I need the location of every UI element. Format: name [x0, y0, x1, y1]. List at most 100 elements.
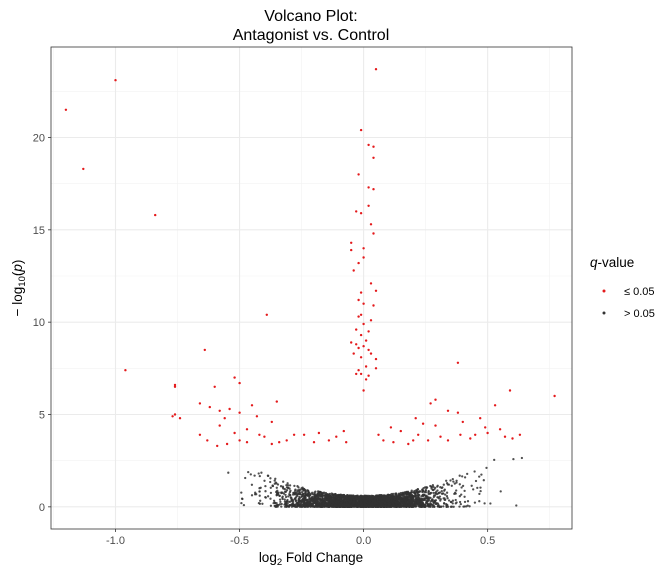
point-significant [459, 433, 462, 436]
point-not-significant [379, 503, 383, 506]
point-not-significant [468, 505, 471, 508]
point-not-significant [286, 502, 289, 505]
point-not-significant [278, 494, 281, 498]
point-not-significant [442, 492, 445, 495]
point-significant [369, 223, 373, 226]
point-not-significant [355, 502, 358, 505]
point-not-significant [450, 484, 453, 487]
point-significant [285, 439, 288, 442]
point-not-significant [461, 475, 464, 478]
point-significant [154, 213, 157, 217]
point-significant [357, 298, 360, 302]
point-significant [250, 404, 254, 407]
point-not-significant [275, 501, 278, 505]
point-not-significant [296, 503, 299, 506]
point-not-significant [341, 503, 344, 507]
point-significant [225, 442, 229, 446]
point-not-significant [447, 499, 451, 502]
point-not-significant [336, 498, 340, 501]
point-not-significant [348, 494, 351, 497]
point-not-significant [275, 490, 278, 494]
y-axis-ticks: 0 5 10 15 20 [33, 132, 51, 514]
point-not-significant [287, 505, 290, 508]
point-not-significant [240, 497, 244, 500]
point-not-significant [330, 504, 334, 507]
point-significant [238, 439, 241, 442]
point-not-significant [332, 493, 336, 496]
point-not-significant [458, 500, 462, 504]
point-not-significant [458, 505, 461, 508]
point-not-significant [395, 505, 399, 508]
point-significant [372, 232, 375, 235]
point-not-significant [478, 500, 481, 503]
point-not-significant [489, 502, 492, 505]
point-not-significant [399, 499, 402, 502]
point-not-significant [413, 492, 417, 495]
point-not-significant [353, 500, 356, 504]
point-not-significant [273, 501, 276, 504]
point-not-significant [296, 505, 299, 508]
point-significant [407, 442, 410, 446]
point-significant [355, 372, 358, 376]
point-not-significant [313, 505, 316, 508]
point-not-significant [242, 503, 246, 507]
point-not-significant [403, 503, 406, 507]
point-not-significant [418, 500, 422, 503]
point-not-significant [261, 502, 264, 505]
point-significant [456, 361, 460, 364]
point-not-significant [400, 505, 403, 508]
point-significant [238, 381, 241, 385]
point-significant [461, 420, 464, 424]
point-not-significant [429, 484, 432, 488]
point-not-significant [364, 499, 367, 503]
point-not-significant [417, 501, 420, 504]
point-not-significant [389, 500, 393, 503]
point-not-significant [352, 494, 355, 497]
point-not-significant [405, 503, 408, 506]
point-significant [421, 422, 425, 425]
point-not-significant [414, 501, 417, 504]
point-significant [302, 433, 306, 436]
point-not-significant [280, 502, 283, 506]
point-not-significant [285, 489, 289, 492]
point-significant [374, 367, 378, 370]
point-not-significant [394, 501, 398, 505]
point-significant [446, 409, 450, 412]
point-significant [367, 348, 370, 352]
point-not-significant [442, 505, 445, 508]
point-significant [216, 444, 219, 448]
point-not-significant [258, 494, 261, 497]
point-not-significant [337, 500, 340, 503]
point-not-significant [302, 498, 305, 501]
legend-title: q-value [590, 255, 634, 270]
point-significant [498, 428, 502, 431]
point-not-significant [363, 502, 367, 505]
point-significant [173, 385, 177, 388]
point-not-significant [434, 492, 437, 495]
point-not-significant [315, 494, 319, 497]
point-not-significant [258, 474, 261, 478]
point-not-significant [282, 480, 285, 483]
point-not-significant [273, 479, 276, 482]
point-not-significant [415, 497, 418, 500]
point-not-significant [402, 492, 405, 496]
point-not-significant [422, 498, 425, 502]
panel-border [50, 46, 573, 530]
point-significant [327, 439, 331, 442]
point-not-significant [339, 497, 342, 500]
point-not-significant [327, 493, 331, 496]
point-not-significant [299, 488, 302, 491]
x-axis-ticks: -1.0 -0.5 0.0 0.5 [106, 529, 495, 547]
point-not-significant [253, 474, 256, 477]
point-significant [362, 345, 365, 348]
point-not-significant [384, 505, 387, 508]
point-not-significant [353, 505, 357, 508]
point-significant [357, 315, 360, 318]
point-not-significant [264, 490, 267, 493]
point-not-significant [421, 494, 424, 497]
point-not-significant [258, 490, 261, 493]
point-not-significant [321, 494, 324, 497]
point-not-significant [434, 486, 437, 490]
point-not-significant [385, 498, 388, 501]
point-not-significant [289, 496, 292, 499]
